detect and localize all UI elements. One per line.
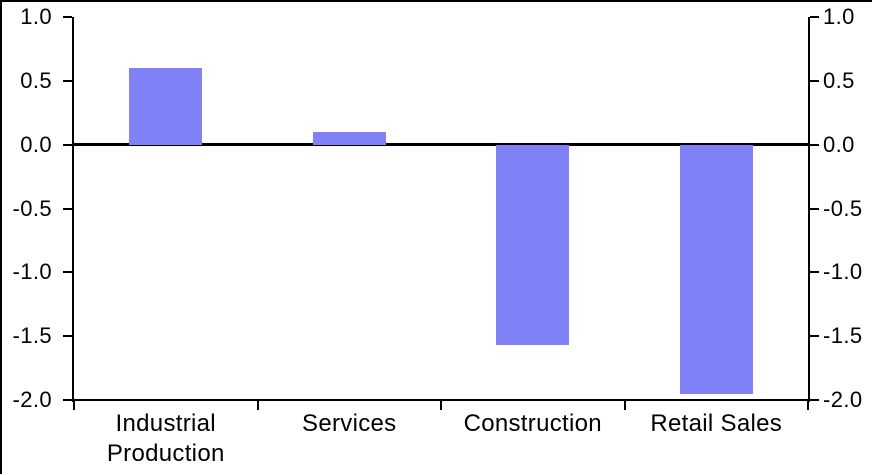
y-axis-right-tick-label: -0.5 — [823, 195, 863, 221]
x-axis-bottom-line — [72, 399, 810, 401]
y-axis-right-tick-label: -1.0 — [823, 259, 863, 285]
y-axis-left-tick — [63, 143, 72, 146]
bar-services — [312, 131, 386, 145]
y-axis-left-tick-label: 1.0 — [20, 4, 52, 29]
zero-baseline — [74, 143, 808, 147]
x-category-label: Services — [302, 410, 397, 437]
x-axis-boundary-tick — [623, 401, 626, 410]
x-axis-boundary-tick — [807, 401, 809, 410]
x-axis-boundary-tick — [73, 401, 75, 410]
y-axis-left-tick-label: -1.0 — [12, 259, 52, 285]
y-axis-right-tick — [810, 143, 819, 146]
x-category-label: Construction — [463, 410, 602, 437]
y-axis-right-tick — [810, 399, 819, 401]
y-axis-right-tick — [810, 271, 819, 274]
x-category-label: Industrial Production — [106, 410, 225, 467]
y-axis-right-line — [808, 17, 810, 402]
y-axis-left-tick — [63, 207, 72, 210]
y-axis-left-tick-label: 0.5 — [20, 67, 52, 93]
x-axis-boundary-tick — [256, 401, 259, 410]
x-axis-boundary-tick — [440, 401, 442, 410]
y-axis-left-tick-label: -2.0 — [12, 387, 52, 412]
y-axis-right-tick — [810, 16, 819, 18]
y-axis-right-tick — [810, 335, 819, 338]
y-axis-left-tick — [63, 16, 72, 18]
bar-industrial-production — [129, 68, 203, 145]
y-axis-left-tick-label: -0.5 — [12, 195, 52, 221]
y-axis-left-tick-label: 0.0 — [20, 131, 52, 157]
y-axis-left-line — [72, 17, 74, 402]
bar-construction — [496, 144, 570, 346]
y-axis-right-tick-label: -2.0 — [823, 387, 863, 412]
y-axis-left-tick — [63, 399, 72, 401]
y-axis-left-tick — [63, 79, 72, 82]
y-axis-right-tick-label: 0.0 — [823, 131, 855, 157]
x-category-label: Retail Sales — [650, 410, 783, 437]
y-axis-left-tick — [63, 271, 72, 274]
y-axis-right-tick — [810, 79, 819, 82]
bar-retail-sales — [679, 144, 753, 394]
y-axis-right-tick-label: -1.5 — [823, 323, 863, 349]
y-axis-left-tick-label: -1.5 — [12, 323, 52, 349]
y-axis-right-tick-label: 0.5 — [823, 67, 855, 93]
y-axis-right-tick — [810, 207, 819, 210]
y-axis-left-tick — [63, 335, 72, 338]
y-axis-right-tick-label: 1.0 — [823, 4, 855, 29]
